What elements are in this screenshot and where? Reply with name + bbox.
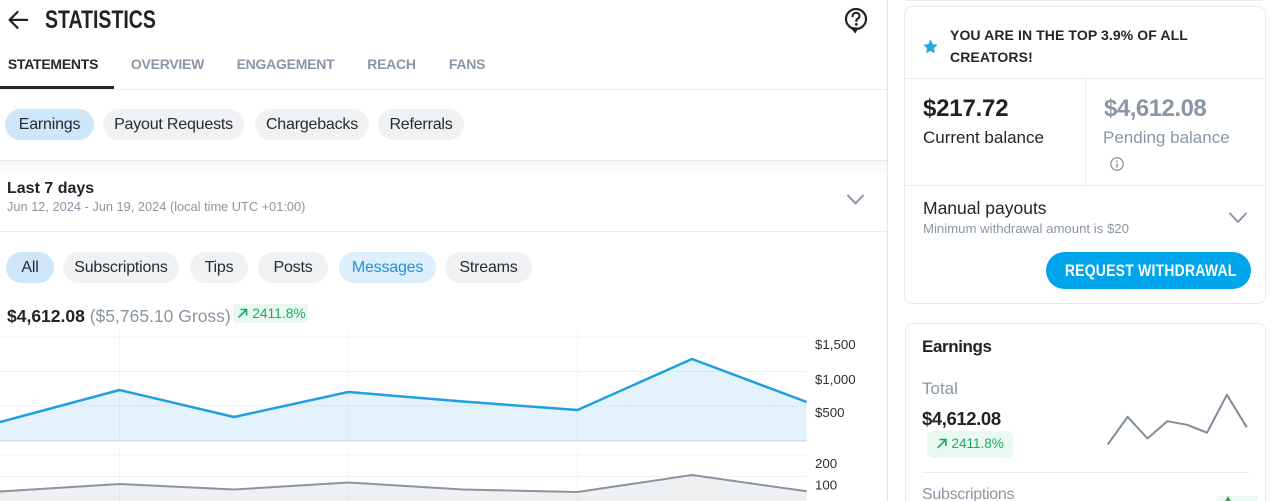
svg-text:200: 200: [815, 456, 837, 471]
svg-text:$1,000: $1,000: [815, 372, 856, 387]
svg-text:$1,500: $1,500: [815, 337, 856, 352]
svg-text:100: 100: [815, 478, 837, 493]
svg-text:$500: $500: [815, 405, 845, 420]
